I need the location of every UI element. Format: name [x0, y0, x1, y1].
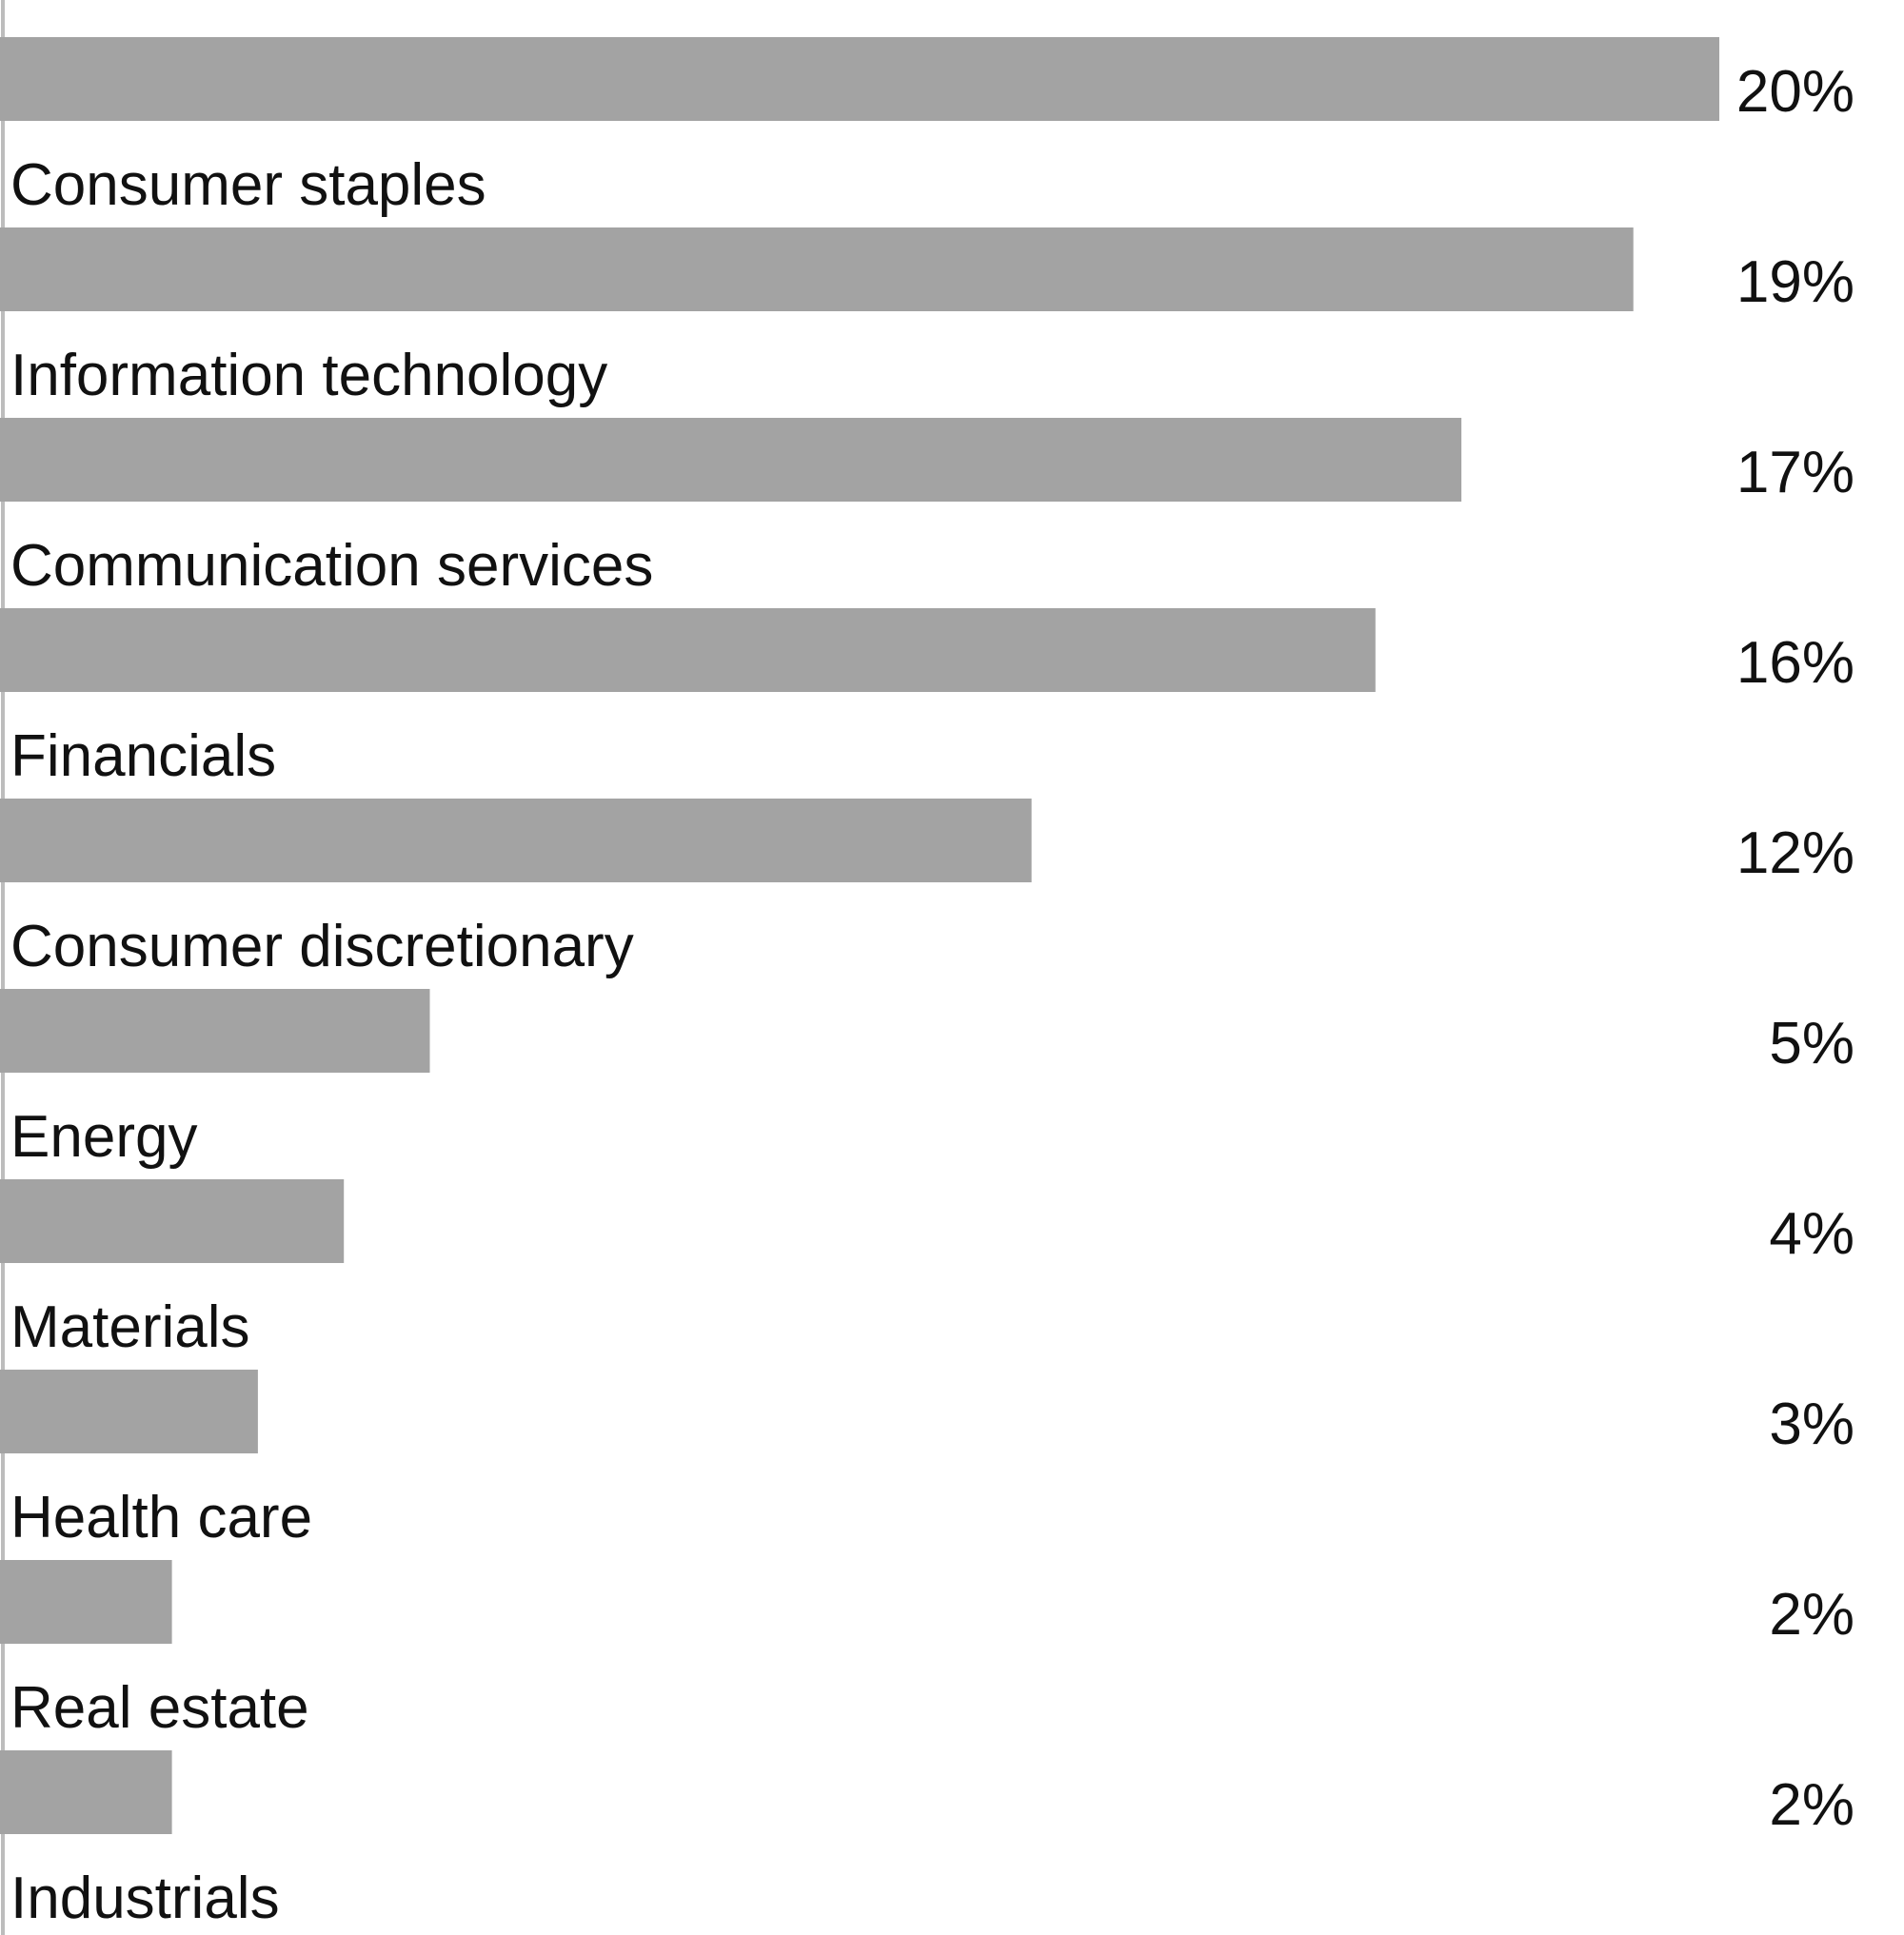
value-label-consumer-discretionary: 12% — [1736, 820, 1854, 886]
value-label-health-care: 3% — [1769, 1392, 1854, 1457]
bar-health-care — [0, 1370, 258, 1453]
category-label-health-care: Health care — [10, 1485, 312, 1550]
value-label-industrials: 2% — [1769, 1772, 1854, 1838]
value-label-real-estate: 2% — [1769, 1582, 1854, 1648]
bar-consumer-staples — [0, 37, 1719, 121]
value-label-energy: 5% — [1769, 1011, 1854, 1076]
category-label-energy: Energy — [10, 1104, 197, 1170]
value-label-materials: 4% — [1769, 1201, 1854, 1267]
category-label-materials: Materials — [10, 1294, 250, 1360]
value-label-information-technology: 19% — [1736, 249, 1854, 315]
category-label-communication-services: Communication services — [10, 533, 653, 599]
value-label-consumer-staples: 20% — [1736, 59, 1854, 125]
bar-financials — [0, 608, 1376, 692]
category-label-financials: Financials — [10, 723, 276, 789]
value-label-financials: 16% — [1736, 630, 1854, 696]
bar-industrials — [0, 1750, 172, 1834]
bar-consumer-discretionary — [0, 799, 1032, 882]
category-label-consumer-staples: Consumer staples — [10, 152, 486, 218]
bar-information-technology — [0, 227, 1634, 311]
value-label-communication-services: 17% — [1736, 440, 1854, 505]
bar-real-estate — [0, 1560, 172, 1644]
bar-energy — [0, 989, 430, 1073]
bar-communication-services — [0, 418, 1462, 502]
category-label-information-technology: Information technology — [10, 343, 607, 408]
category-label-consumer-discretionary: Consumer discretionary — [10, 914, 634, 979]
category-label-industrials: Industrials — [10, 1866, 280, 1931]
category-label-real-estate: Real estate — [10, 1675, 309, 1741]
bars-group: 20% Consumer staples 19% Information techno… — [0, 37, 1854, 1931]
bar-materials — [0, 1179, 345, 1263]
